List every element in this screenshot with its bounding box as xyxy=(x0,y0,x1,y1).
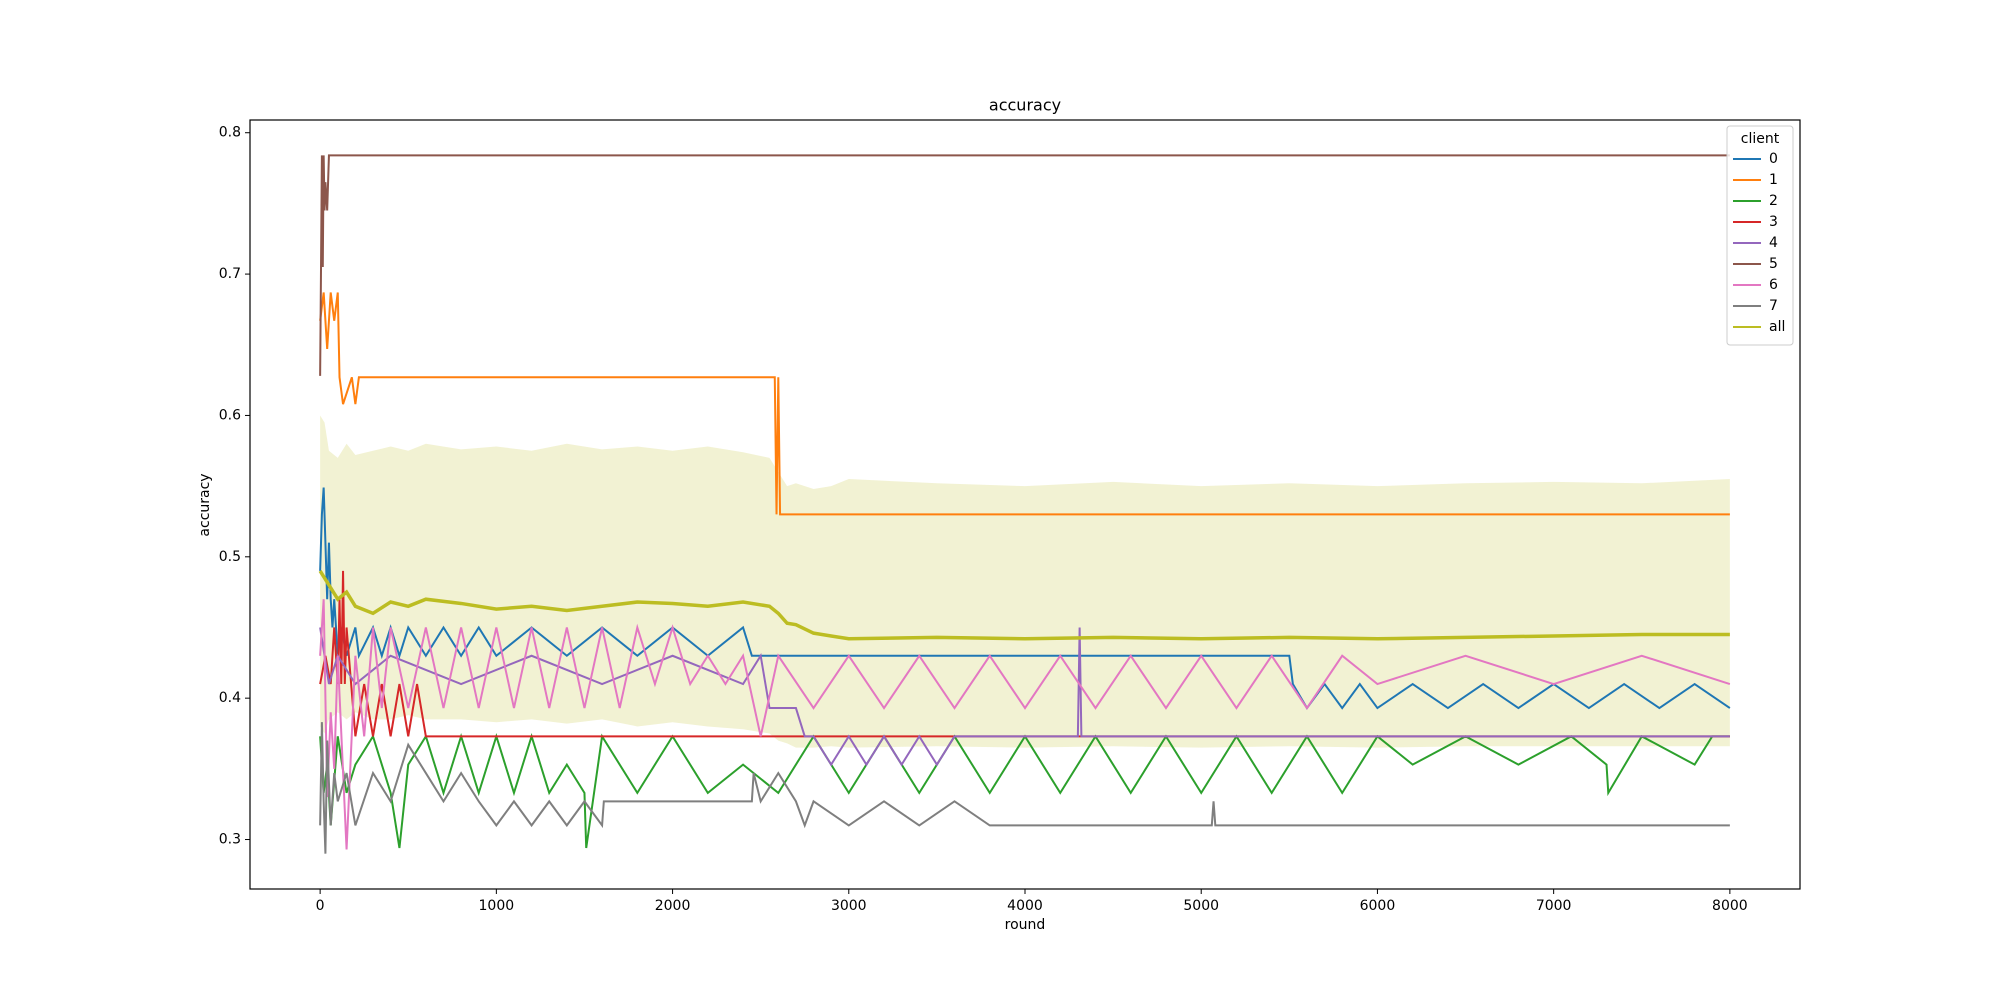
series-line xyxy=(319,154,1730,376)
x-tick-label: 7000 xyxy=(1536,898,1572,914)
legend-label: 2 xyxy=(1769,193,1778,209)
y-tick-label: 0.6 xyxy=(219,407,241,423)
x-tick-label: 8000 xyxy=(1712,898,1748,914)
y-tick-label: 0.3 xyxy=(219,832,241,848)
y-tick-label: 0.5 xyxy=(219,549,241,565)
x-tick-label: 6000 xyxy=(1360,898,1396,914)
x-tick-label: 3000 xyxy=(831,898,867,914)
legend: client 0 1 2 3 4 5 6 7 all xyxy=(1726,125,1794,346)
y-axis-label: accuracy xyxy=(197,473,213,536)
x-tick-label: 0 xyxy=(316,898,325,914)
series-line xyxy=(319,570,1730,738)
plot-area xyxy=(318,154,1731,854)
x-tick-label: 4000 xyxy=(1007,898,1043,914)
legend-label: all xyxy=(1769,319,1785,335)
x-tick-label: 5000 xyxy=(1183,898,1219,914)
x-axis-label: round xyxy=(1005,917,1046,933)
legend-label: 4 xyxy=(1769,235,1778,251)
legend-label: 7 xyxy=(1769,298,1778,314)
x-tick-label: 2000 xyxy=(655,898,691,914)
series-line xyxy=(319,722,1730,854)
x-tick-label: 1000 xyxy=(479,898,515,914)
legend-label: 5 xyxy=(1769,256,1778,272)
series-line xyxy=(318,570,1730,641)
y-tick-label: 0.4 xyxy=(219,690,241,706)
series-line xyxy=(319,732,1730,849)
series-line xyxy=(319,599,1731,850)
legend-label: 0 xyxy=(1769,151,1778,167)
band xyxy=(320,415,1730,748)
y-tick-label: 0.7 xyxy=(219,266,241,282)
legend-label: 6 xyxy=(1769,277,1778,293)
legend-label: 3 xyxy=(1769,214,1778,230)
legend-label: 1 xyxy=(1769,172,1778,188)
series-line xyxy=(319,292,1730,516)
legend-title: client xyxy=(1741,131,1780,147)
chart-title: accuracy xyxy=(989,96,1061,115)
series-line xyxy=(319,627,1730,767)
y-tick-label: 0.8 xyxy=(219,125,241,141)
